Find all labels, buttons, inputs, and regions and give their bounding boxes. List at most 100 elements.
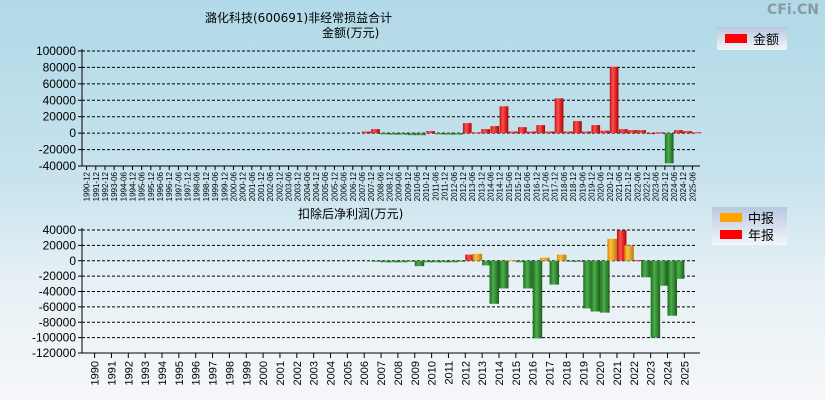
top-bar (609, 66, 619, 134)
top-xtick-label: 2014-12 (496, 171, 505, 201)
top-bar (444, 133, 454, 135)
bottom-xtick-label: 1999 (241, 361, 253, 385)
bottom-bar-annual (667, 260, 677, 316)
top-ytick-label: 0 (69, 126, 76, 140)
bottom-xtick-label: 2002 (292, 361, 304, 385)
top-xtick-label: 1998-12 (202, 171, 211, 201)
top-xtick-label: 2013-06 (468, 171, 477, 201)
bottom-bar-mid (489, 260, 499, 304)
bottom-bar-annual (448, 260, 458, 263)
top-ytick-label: 40000 (43, 93, 77, 107)
top-xtick-label: 2003-06 (285, 171, 294, 201)
top-xtick-label: 1998-06 (193, 171, 202, 201)
top-xtick-label: 2006-12 (349, 171, 358, 201)
top-xtick-label: 2011-06 (431, 171, 440, 200)
top-xtick-label: 2018-12 (569, 171, 578, 201)
bottom-bar-mid (674, 260, 685, 279)
bottom-bar-mid (472, 253, 483, 261)
bottom-xtick-label: 1995 (174, 361, 186, 385)
top-xtick-label: 2022-12 (643, 171, 652, 201)
bottom-xtick-label: 2017 (545, 361, 557, 385)
top-bar (536, 125, 546, 134)
top-bar (361, 131, 371, 134)
bottom-bar-mid (573, 260, 584, 262)
top-bar (637, 130, 647, 134)
bottom-bar-annual (549, 260, 560, 285)
bottom-ytick-label: -60000 (39, 300, 77, 314)
bottom-bar-mid (388, 260, 398, 263)
bottom-ytick-label: -20000 (39, 269, 77, 283)
legend-label: 年报 (748, 229, 775, 244)
top-xtick-label: 1991-12 (92, 171, 101, 201)
top-xtick-label: 2016-06 (523, 171, 532, 201)
bottom-bar-annual (566, 260, 576, 262)
top-bar (389, 133, 399, 135)
bottom-xtick-label: 2014 (494, 361, 506, 385)
legend-item-mid: 中报 (712, 209, 787, 227)
bottom-bar-annual (431, 260, 442, 263)
top-xtick-label: 2010-06 (413, 171, 422, 201)
bottom-xtick-label: 2010 (427, 361, 439, 385)
bottom-xtick-label: 2007 (376, 361, 388, 385)
top-bar (655, 132, 665, 134)
bottom-xtick-label: 2025 (679, 361, 691, 385)
legend-bottom: 中报 年报 (712, 207, 787, 245)
top-bar (692, 132, 702, 134)
top-ytick-label: 100000 (36, 44, 76, 58)
bottom-xtick-label: 1994 (157, 361, 169, 385)
bottom-xtick-label: 1997 (208, 361, 220, 385)
bottom-xtick-label: 2004 (326, 361, 338, 385)
top-xtick-label: 2002-12 (275, 171, 284, 201)
bottom-bar-mid (523, 260, 533, 289)
top-bar (462, 123, 472, 134)
top-xtick-label: 1990-12 (83, 171, 92, 201)
bottom-ytick-label: 0 (69, 254, 76, 268)
top-ytick-label: -40000 (39, 159, 77, 173)
top-xtick-label: 1999-12 (220, 171, 229, 201)
chart-ylabel-top: 金额(万元) (322, 26, 380, 40)
legend-item-amount: 金额 (717, 30, 787, 48)
bottom-bar-annual (499, 260, 509, 289)
top-xtick-label: 2024-06 (670, 171, 679, 201)
top-xtick-label: 2007-06 (358, 171, 367, 201)
top-xtick-label: 2001-06 (248, 171, 257, 201)
top-xtick-label: 1997-12 (184, 171, 193, 201)
top-ytick-label: 20000 (43, 110, 77, 124)
bottom-bar-mid (607, 238, 617, 261)
bottom-xtick-label: 2023 (646, 361, 658, 385)
bottom-bar-annual (515, 260, 526, 263)
bottom-xtick-label: 2018 (561, 361, 573, 385)
top-xtick-label: 2021-06 (615, 171, 624, 201)
top-bar (664, 133, 674, 164)
top-xtick-label: 1995-12 (147, 171, 156, 201)
bottom-xtick-label: 2019 (578, 361, 590, 385)
bottom-bar-annual (633, 259, 644, 261)
bottom-xtick-label: 2011 (443, 361, 455, 385)
top-xtick-label: 2014-06 (486, 171, 495, 201)
top-bar (683, 131, 692, 134)
top-bar (573, 121, 582, 134)
bottom-bar-mid (658, 260, 668, 286)
bottom-xtick-label: 1998 (224, 361, 236, 385)
top-bar (618, 129, 628, 134)
top-bar (508, 131, 518, 134)
bottom-ytick-label: 40000 (43, 223, 77, 237)
bottom-xtick-label: 2020 (595, 361, 607, 385)
top-bar (435, 133, 445, 135)
top-xtick-label: 2023-06 (652, 171, 661, 201)
bottom-bar-annual (583, 260, 593, 309)
chart-title-bottom: 扣除后净利润(万元) (298, 207, 404, 221)
bottom-xtick-label: 2012 (460, 361, 472, 385)
top-xtick-label: 2009-12 (404, 171, 413, 201)
bottom-bar-annual (616, 230, 627, 261)
bottom-bar-annual (600, 260, 610, 313)
top-xtick-label: 1997-06 (174, 171, 183, 201)
top-bar (600, 130, 610, 134)
legend-swatch-red (720, 230, 742, 239)
bottom-xtick-label: 1996 (191, 361, 203, 385)
top-xtick-label: 1999-06 (211, 171, 220, 201)
top-bar (646, 133, 656, 135)
top-bar (490, 126, 500, 134)
bottom-bar-mid (405, 260, 415, 262)
bottom-xtick-label: 2005 (342, 361, 354, 385)
